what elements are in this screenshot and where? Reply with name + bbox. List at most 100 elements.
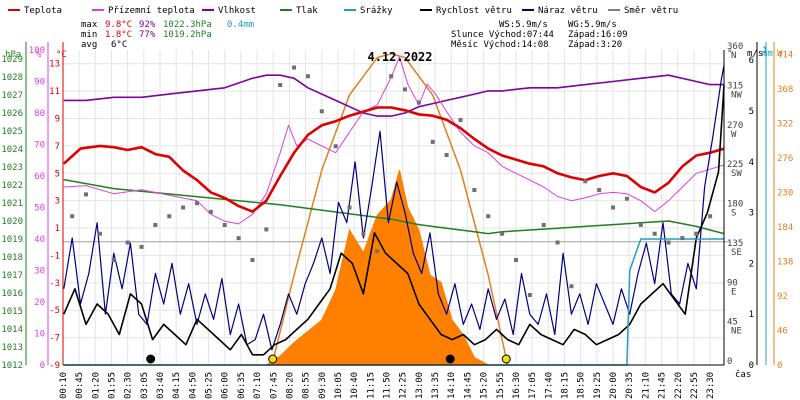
celsius-tick-3: 7 (55, 142, 60, 152)
x-tick-label-36: 21:10 (641, 372, 651, 399)
wind-direction-point (611, 205, 616, 210)
chart-text: 00:10 00:45 01:20 01:55 02:30 03:05 03:40 04:15… (1, 6, 793, 399)
wind-direction-point (319, 109, 324, 114)
dir-tick-name-7: NE (731, 327, 742, 337)
ms-tick-4: 2 (749, 259, 754, 269)
celsius-axis-label: °C (56, 50, 67, 60)
chart-title: 4.12.2022 (367, 50, 432, 64)
dir-tick-value-1: 315 (727, 81, 743, 91)
hpa-tick-11: 1018 (1, 253, 23, 263)
mm-axis-label: mm (762, 49, 773, 59)
wm2-tick-7: 92 (777, 292, 788, 302)
wind-direction-point (250, 258, 255, 262)
x-tick-label-26: 15:20 (480, 372, 490, 399)
hpa-tick-15: 1014 (1, 325, 23, 335)
stats-avg-label: avg (81, 40, 97, 50)
wind-direction-point (666, 240, 671, 245)
celsius-tick-9: -5 (49, 306, 60, 316)
x-tick-label-22: 13:00 (415, 372, 425, 399)
celsius-tick-11: -9 (49, 361, 60, 371)
hpa-tick-6: 1023 (1, 163, 23, 173)
x-tick-label-40: 23:30 (706, 372, 716, 399)
temperature-line (62, 106, 725, 213)
wind-gust-line (63, 65, 725, 351)
stats-max-label: max (81, 20, 98, 30)
mm-tick-0: 1 (762, 46, 767, 56)
wind-direction-point (194, 201, 199, 206)
series-lines (62, 53, 725, 366)
x-tick-label-39: 22:55 (690, 372, 700, 399)
wm2-tick-4: 230 (777, 189, 793, 199)
ms-tick-3: 3 (749, 209, 754, 219)
axes (25, 42, 775, 366)
dir-tick-value-4: 180 (727, 200, 743, 210)
wind-direction-point (333, 144, 338, 149)
x-tick-label-21: 12:25 (399, 372, 409, 399)
pct-tick-0: 100 (29, 46, 45, 56)
legend-label-4: Srážky (360, 6, 393, 16)
wm2-tick-9: 0 (777, 361, 782, 371)
theoretical-radiation-line (271, 53, 509, 366)
wind-direction-point (555, 240, 560, 245)
celsius-tick-8: -3 (49, 279, 60, 289)
ms-tick-5: 1 (749, 310, 754, 320)
wm2-tick-5: 184 (777, 223, 793, 233)
pct-tick-7: 30 (34, 267, 45, 277)
wm2-tick-3: 276 (777, 154, 793, 164)
wind-direction-point (680, 236, 685, 241)
dir-tick-value-0: 360 (727, 42, 743, 52)
hpa-tick-16: 1013 (1, 343, 23, 353)
ms-tick-2: 4 (749, 158, 754, 168)
ms-axis-label: m/s (747, 49, 763, 59)
legend-label-0: Teplota (24, 6, 62, 16)
x-tick-label-29: 17:05 (528, 372, 538, 399)
pct-tick-1: 90 (34, 78, 45, 88)
hpa-tick-3: 1026 (1, 109, 23, 119)
x-tick-label-3: 01:55 (107, 372, 117, 399)
x-tick-label-8: 04:50 (188, 372, 198, 399)
wind-direction-point (375, 249, 380, 254)
wind-direction-point (292, 65, 297, 70)
wind-direction-point (624, 196, 629, 201)
celsius-tick-1: 11 (49, 87, 60, 97)
wind-direction-point (208, 209, 213, 214)
wind-direction-point (583, 179, 588, 184)
legend-label-6: Náraz větru (538, 6, 598, 16)
stats-max-temp: 9.8°C (105, 20, 132, 30)
humidity-line (63, 74, 724, 117)
x-tick-label-32: 18:50 (577, 372, 587, 399)
celsius-tick-4: 5 (55, 169, 60, 179)
x-tick-label-18: 10:40 (350, 372, 360, 399)
x-tick-label-6: 03:40 (156, 372, 166, 399)
pct-tick-6: 40 (34, 235, 45, 245)
celsius-tick-2: 9 (55, 114, 60, 124)
x-tick-label-2: 01:20 (91, 372, 101, 399)
hpa-tick-14: 1015 (1, 307, 23, 317)
wind-direction-point (458, 118, 463, 122)
x-tick-label-14: 08:20 (285, 372, 295, 399)
stats-max-press: 1022.3hPa (163, 20, 212, 30)
legend-label-5: Rychlost větru (436, 6, 512, 16)
x-tick-label-24: 14:10 (447, 372, 457, 399)
x-tick-label-30: 17:40 (544, 372, 554, 399)
dir-axis-label: ° (727, 49, 732, 59)
pct-tick-5: 50 (34, 204, 45, 214)
x-tick-label-17: 10:05 (334, 372, 344, 399)
wm2-tick-0: 414 (777, 51, 793, 61)
x-tick-label-1: 00:45 (75, 372, 85, 399)
wind-direction-point (513, 258, 518, 262)
hpa-axis-label: hPa (5, 50, 21, 60)
legend-label-7: Směr větru (624, 6, 678, 16)
x-tick-label-38: 22:20 (674, 372, 684, 399)
wind-direction-point (389, 74, 394, 79)
celsius-tick-6: 1 (55, 224, 60, 234)
x-tick-label-5: 03:05 (140, 372, 150, 399)
hpa-tick-10: 1019 (1, 235, 23, 245)
wind-direction-point (652, 231, 657, 236)
dir-tick-value-5: 135 (727, 239, 743, 249)
stats-min-hum: 77% (139, 30, 156, 40)
x-tick-label-12: 07:10 (253, 372, 263, 399)
wind-direction-point (638, 223, 643, 227)
hpa-tick-7: 1022 (1, 181, 23, 191)
